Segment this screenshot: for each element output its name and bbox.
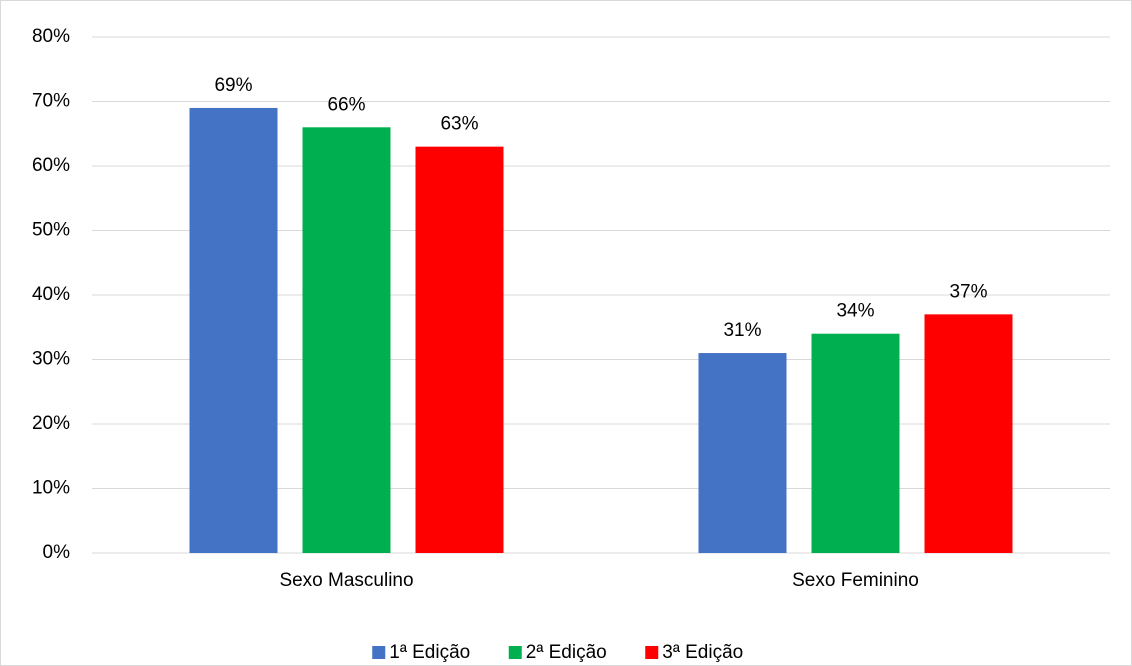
bar <box>811 333 900 553</box>
data-label: 31% <box>723 320 761 341</box>
legend-swatch <box>372 646 386 659</box>
y-tick-label: 0% <box>43 542 71 563</box>
bar <box>415 146 504 553</box>
y-tick-label: 30% <box>32 349 70 370</box>
x-tick-label: Sexo Masculino <box>279 570 413 591</box>
legend-label: 3ª Edição <box>662 642 743 663</box>
legend-label: 1ª Edição <box>389 642 470 663</box>
data-label: 66% <box>327 94 365 115</box>
x-tick-label: Sexo Feminino <box>792 570 919 591</box>
bar <box>924 314 1013 553</box>
y-tick-label: 50% <box>32 220 70 241</box>
data-label: 69% <box>214 75 252 96</box>
bar <box>698 353 787 553</box>
y-tick-label: 10% <box>32 478 70 499</box>
y-tick-label: 40% <box>32 284 70 305</box>
legend-swatch <box>645 646 659 659</box>
bar <box>189 107 278 553</box>
data-label: 63% <box>440 114 478 135</box>
y-tick-label: 60% <box>32 155 70 176</box>
data-label: 37% <box>949 281 987 302</box>
y-tick-label: 80% <box>32 26 70 47</box>
legend-swatch <box>508 646 522 659</box>
y-tick-label: 20% <box>32 413 70 434</box>
bar <box>302 127 391 554</box>
legend-label: 2ª Edição <box>526 642 607 663</box>
y-tick-label: 70% <box>32 91 70 112</box>
data-label: 34% <box>836 301 874 322</box>
